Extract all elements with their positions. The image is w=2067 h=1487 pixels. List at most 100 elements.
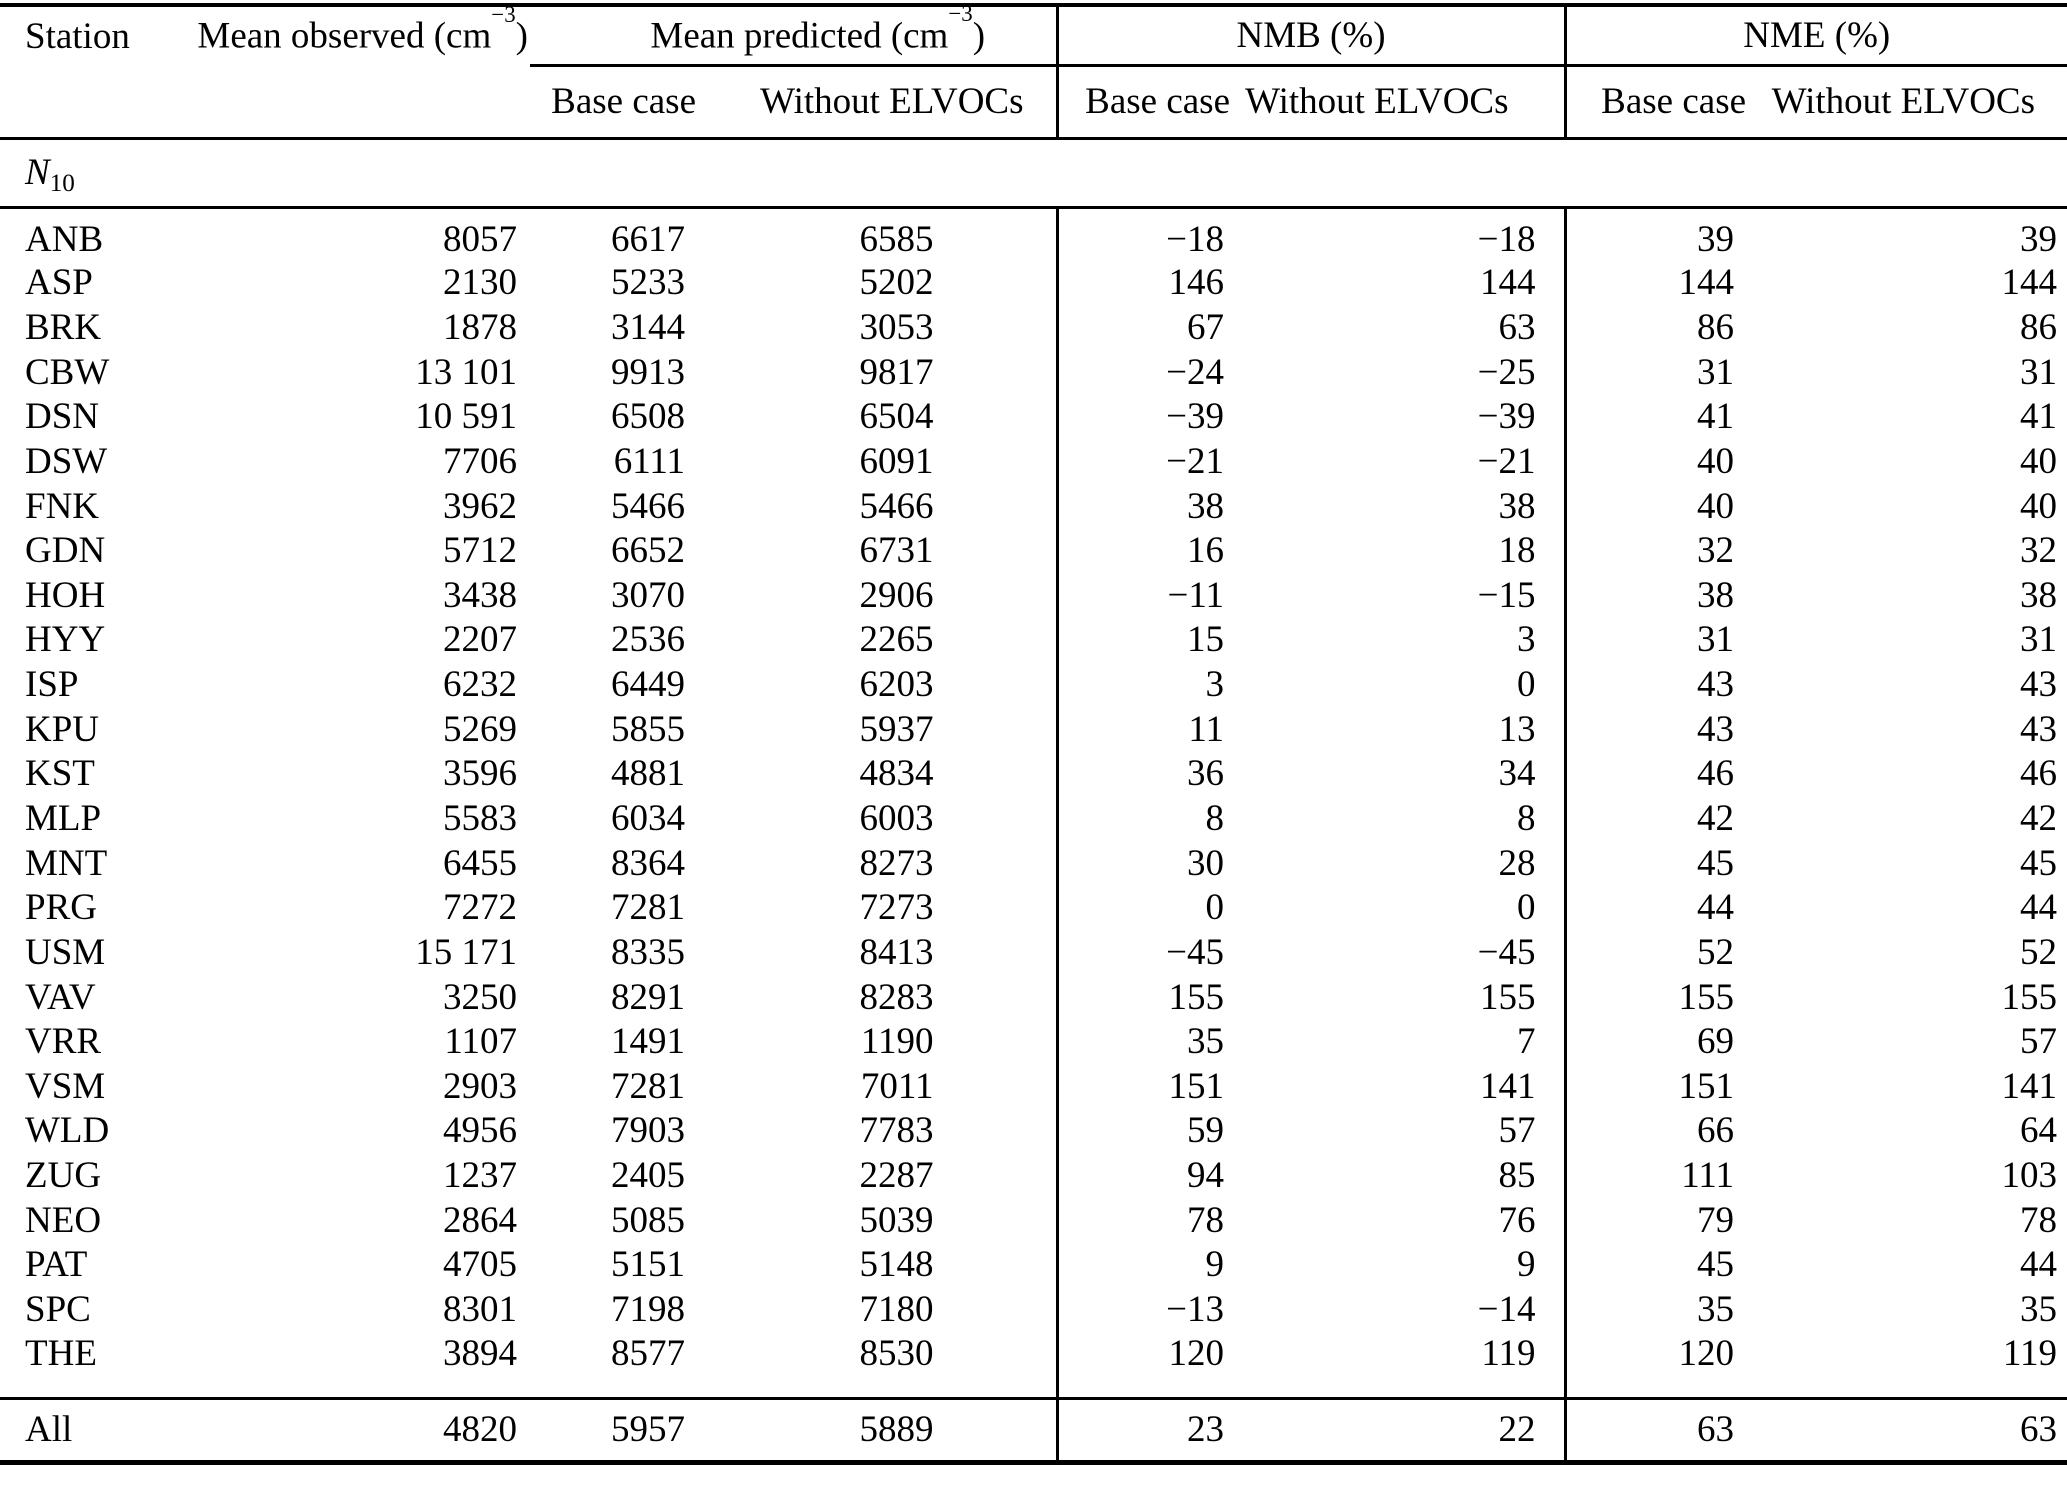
value-cell: 9913 bbox=[611, 351, 685, 393]
value-cell: 40 bbox=[1563, 439, 1751, 484]
value-cell: 40 bbox=[1563, 483, 1751, 529]
station-cell: HYY bbox=[25, 619, 106, 661]
table-row: MNT 6455 8364 8273 30 28 45 45 bbox=[0, 840, 2067, 886]
value-cell: 119 bbox=[1481, 1332, 1536, 1374]
value-cell: 5151 bbox=[611, 1244, 685, 1286]
value-cell: 5957 bbox=[530, 1396, 700, 1463]
subheader-row: Base case Without ELVOCs Base case Witho… bbox=[0, 65, 2067, 140]
value-cell: 6034 bbox=[611, 798, 685, 839]
value-cell: 32 bbox=[2020, 530, 2058, 572]
value-cell: 44 bbox=[1563, 885, 1751, 931]
value-cell: 59 bbox=[1055, 1108, 1240, 1154]
mean-predicted-label: Mean predicted (cm bbox=[650, 14, 949, 56]
value-cell: 69 bbox=[1563, 1019, 1751, 1065]
value-cell: 85 bbox=[1498, 1155, 1536, 1197]
station-cell: DSW bbox=[25, 440, 108, 482]
value-cell: 11 bbox=[1055, 706, 1240, 752]
value-cell: 119 bbox=[2002, 1332, 2058, 1374]
value-cell: 15 171 bbox=[415, 931, 517, 973]
value-cell: 111 bbox=[1563, 1153, 1751, 1198]
value-cell: 41 bbox=[1563, 394, 1751, 440]
value-cell: 2130 bbox=[443, 262, 517, 304]
station-cell: FNK bbox=[25, 485, 100, 527]
section-band: N10 bbox=[0, 138, 2067, 209]
value-cell: 86 bbox=[2020, 306, 2058, 348]
value-cell: 3053 bbox=[859, 306, 934, 348]
table-row: DSN 10 591 6508 6504 −39 −39 41 41 bbox=[0, 394, 2067, 440]
value-cell: 15 bbox=[1055, 617, 1240, 663]
value-cell: 7198 bbox=[611, 1289, 685, 1331]
value-cell: 141 bbox=[1480, 1065, 1536, 1107]
station-cell: SPC bbox=[25, 1289, 91, 1331]
station-cell: MNT bbox=[25, 842, 108, 884]
value-cell: 0 bbox=[1517, 887, 1536, 929]
value-cell: 141 bbox=[2001, 1065, 2058, 1107]
total-row: All 4820 5957 5889 23 22 63 63 bbox=[0, 1396, 2067, 1463]
value-cell: 3962 bbox=[443, 485, 517, 527]
value-cell: 3438 bbox=[443, 574, 517, 616]
value-cell: 79 bbox=[1563, 1197, 1751, 1243]
value-cell: 52 bbox=[1563, 930, 1751, 975]
station-cell: BRK bbox=[25, 306, 102, 348]
value-cell: 2405 bbox=[611, 1155, 685, 1197]
value-cell: 35 bbox=[1563, 1287, 1751, 1332]
value-cell: 155 bbox=[1055, 974, 1240, 1020]
table-row: BRK 1878 3144 3053 67 63 86 86 bbox=[0, 305, 2067, 350]
value-cell: 5937 bbox=[859, 708, 934, 750]
value-cell: 151 bbox=[1055, 1064, 1240, 1109]
value-cell: 8057 bbox=[443, 218, 517, 260]
station-cell: GDN bbox=[25, 530, 106, 572]
value-cell: 8291 bbox=[611, 976, 685, 1018]
value-cell: 6203 bbox=[859, 664, 934, 706]
value-cell: 7281 bbox=[611, 1065, 685, 1107]
value-cell: 45 bbox=[1563, 840, 1751, 886]
section-letter: N bbox=[25, 152, 50, 193]
value-cell: 2265 bbox=[859, 619, 934, 661]
value-cell: 7273 bbox=[859, 887, 934, 929]
table-row: NEO 2864 5085 5039 78 76 79 78 bbox=[0, 1197, 2067, 1243]
value-cell: 8283 bbox=[859, 976, 934, 1018]
table-row: USM 15 171 8335 8413 −45 −45 52 52 bbox=[0, 930, 2067, 975]
table-body: ANB 8057 6617 6585 −18 −18 39 39 ASP 2130 5233 5202… bbox=[0, 207, 2067, 1399]
value-cell: 144 bbox=[1480, 262, 1536, 304]
value-cell: 13 bbox=[1498, 708, 1536, 750]
table-row: THE 3894 8577 8530 120 119 120 119 bbox=[0, 1331, 2067, 1399]
value-cell: 31 bbox=[2020, 619, 2058, 661]
value-cell: 6585 bbox=[859, 218, 934, 260]
mean-predicted-label-suffix: ) bbox=[972, 14, 986, 56]
value-cell: −39 bbox=[1055, 394, 1240, 440]
value-cell: 9817 bbox=[859, 351, 934, 393]
value-cell: 38 bbox=[1498, 485, 1536, 527]
station-cell: KPU bbox=[25, 708, 100, 750]
table-header: Station Mean observed (cm−3) Mean predic… bbox=[0, 1, 2067, 140]
group-header-nmb: NMB (%) bbox=[1055, 5, 1566, 67]
value-cell: 38 bbox=[2020, 574, 2058, 616]
value-cell: 155 bbox=[1480, 976, 1536, 1018]
value-cell: 43 bbox=[1563, 706, 1751, 752]
subheader-nmb-without-elvocs: Without ELVOCs bbox=[1240, 65, 1566, 140]
table-row: FNK 3962 5466 5466 38 38 40 40 bbox=[0, 483, 2067, 529]
value-cell: 144 bbox=[1563, 260, 1751, 306]
value-cell: 78 bbox=[1055, 1197, 1240, 1243]
station-cell: VAV bbox=[25, 976, 96, 1018]
value-cell: 94 bbox=[1055, 1153, 1240, 1198]
value-cell: 6232 bbox=[443, 664, 517, 706]
col-header-mean-observed: Mean observed (cm−3) bbox=[180, 2, 530, 65]
station-cell: ISP bbox=[25, 664, 79, 706]
value-cell: 5269 bbox=[443, 708, 517, 750]
table-row: DSW 7706 6111 6091 −21 −21 40 40 bbox=[0, 439, 2067, 484]
group-header-nme: NME (%) bbox=[1563, 5, 2067, 67]
value-cell: 3070 bbox=[611, 574, 685, 616]
value-cell: 2287 bbox=[859, 1155, 934, 1197]
value-cell: 18 bbox=[1498, 530, 1536, 572]
value-cell: 2864 bbox=[443, 1199, 517, 1241]
value-cell: 13 101 bbox=[415, 351, 517, 393]
value-cell: 6449 bbox=[611, 664, 685, 706]
station-cell: USM bbox=[25, 931, 106, 973]
station-cell: KST bbox=[25, 753, 95, 795]
value-cell: 3144 bbox=[611, 306, 685, 348]
value-cell: 35 bbox=[2020, 1289, 2058, 1331]
table-row: KPU 5269 5855 5937 11 13 43 43 bbox=[0, 706, 2067, 752]
value-cell: 7706 bbox=[443, 440, 517, 482]
value-cell: −18 bbox=[1055, 207, 1240, 261]
